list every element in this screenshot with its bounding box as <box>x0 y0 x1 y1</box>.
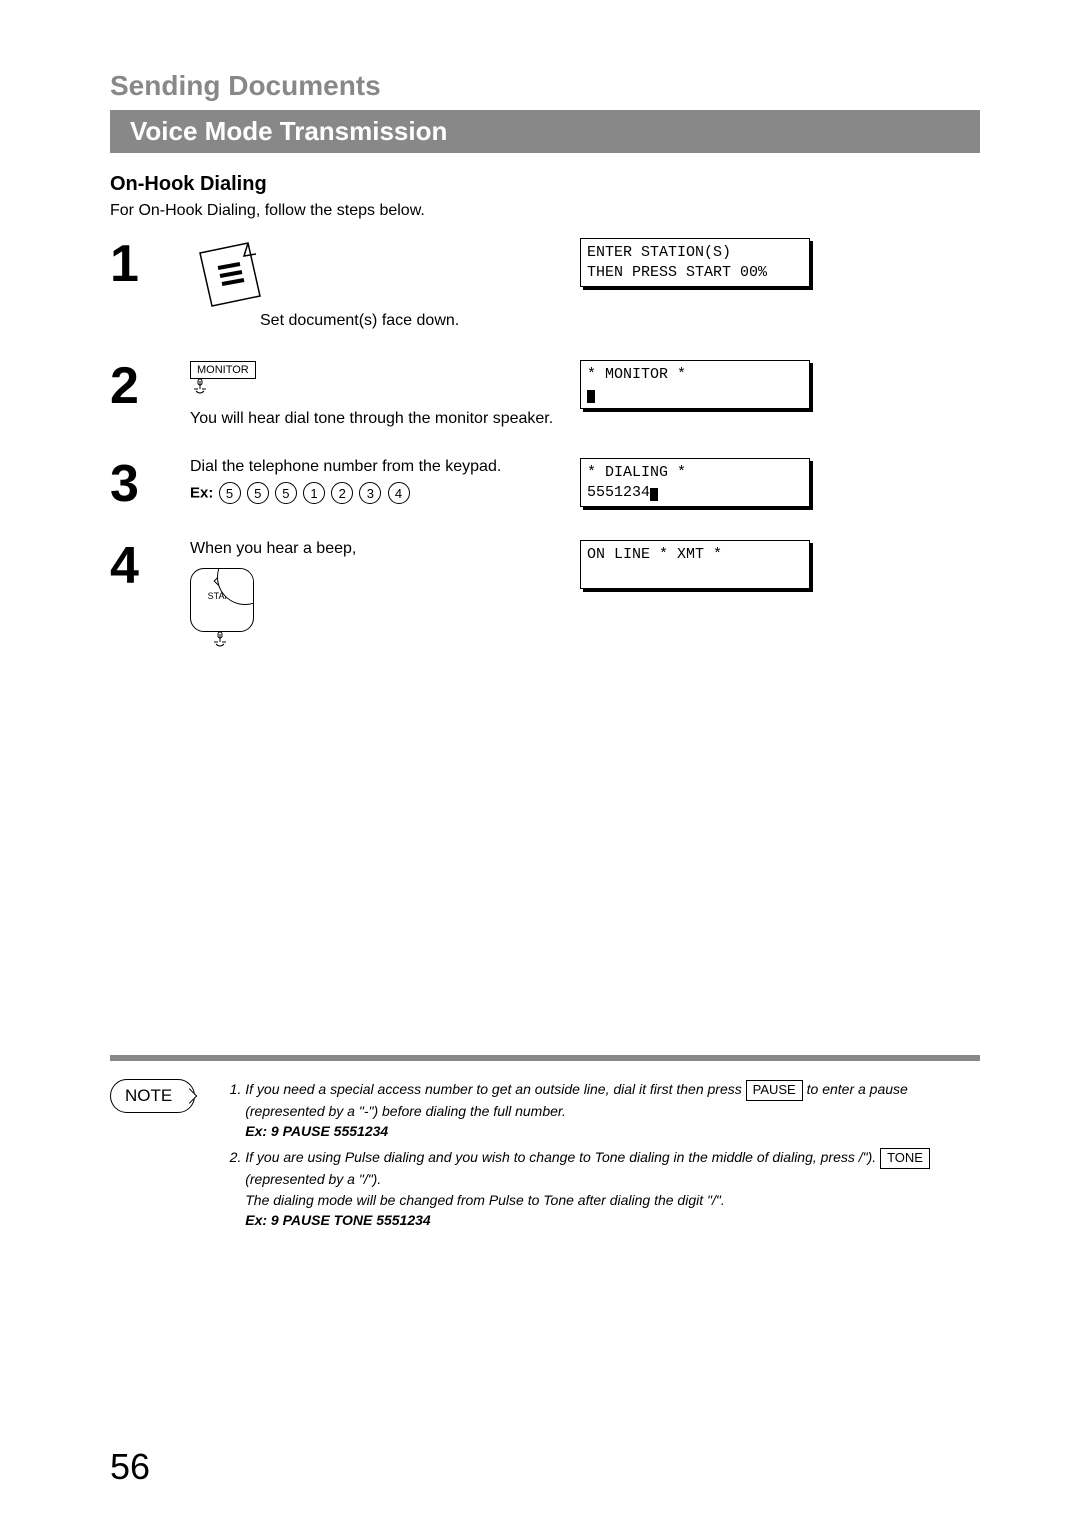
note-example: Ex: 9 PAUSE 5551234 <box>245 1123 388 1139</box>
step-caption: You will hear dial tone through the moni… <box>190 410 560 428</box>
step-body: Dial the telephone number from the keypa… <box>190 458 560 504</box>
lcd-display: ON LINE * XMT * <box>580 540 810 589</box>
lcd-line: * DIALING * <box>587 464 686 481</box>
pause-key-icon: PAUSE <box>746 1080 803 1101</box>
lcd-display: * DIALING * 5551234 <box>580 458 810 507</box>
step-number: 3 <box>110 458 170 510</box>
keypad-digit-icon: 2 <box>331 482 353 504</box>
lcd-line: ENTER STATION(S) <box>587 244 731 261</box>
note-text: (represented by a "/"). <box>245 1171 381 1187</box>
diamond-icon <box>214 573 231 590</box>
note-item: If you are using Pulse dialing and you w… <box>245 1147 980 1230</box>
lcd-line: * MONITOR * <box>587 366 686 383</box>
intro-text: For On-Hook Dialing, follow the steps be… <box>110 202 980 220</box>
step-body: When you hear a beep, START <box>190 540 560 655</box>
note-text: If you need a special access number to g… <box>245 1081 745 1097</box>
note-text: The dialing mode will be changed from Pu… <box>245 1192 724 1208</box>
manual-page: Sending Documents Voice Mode Transmissio… <box>0 0 1080 1528</box>
lcd-line <box>587 566 596 583</box>
step-number: 4 <box>110 540 170 592</box>
step-number: 1 <box>110 238 170 290</box>
note-example: Ex: 9 PAUSE TONE 5551234 <box>245 1212 430 1228</box>
step-caption: Set document(s) face down. <box>260 312 459 330</box>
lcd-display: * MONITOR * <box>580 360 810 409</box>
lcd-line: ON LINE * XMT * <box>587 546 722 563</box>
step-text: When you hear a beep, <box>190 540 560 558</box>
section-title-bar: Voice Mode Transmission <box>110 110 980 153</box>
note-item: If you need a special access number to g… <box>245 1079 980 1141</box>
divider <box>110 1055 980 1061</box>
ex-label: Ex: <box>190 485 213 502</box>
start-label: START <box>208 591 237 601</box>
note-text: If you are using Pulse dialing and you w… <box>245 1149 880 1165</box>
lcd-line: THEN PRESS START 00% <box>587 264 767 281</box>
step-body: MONITOR You will hear dial tone through … <box>190 360 560 428</box>
press-finger-icon <box>190 379 560 402</box>
keypad-digit-icon: 4 <box>388 482 410 504</box>
keypad-digit-icon: 5 <box>247 482 269 504</box>
document-facedown-icon <box>190 238 270 318</box>
monitor-key-icon: MONITOR <box>190 361 256 379</box>
tone-key-icon: TONE <box>880 1148 930 1169</box>
example-line: Ex: 5 5 5 1 2 3 4 <box>190 482 560 504</box>
step-number: 2 <box>110 360 170 412</box>
lcd-line: 5551234 <box>587 484 650 501</box>
lcd-cursor-icon <box>650 488 658 501</box>
note-section: NOTE If you need a special access number… <box>110 1055 980 1236</box>
step-text: Dial the telephone number from the keypa… <box>190 458 560 476</box>
lcd-cursor-icon <box>587 390 595 403</box>
keypad-digit-icon: 3 <box>359 482 381 504</box>
step-body: Set document(s) face down. <box>190 238 560 330</box>
keypad-digit-icon: 5 <box>275 482 297 504</box>
note-body: If you need a special access number to g… <box>225 1079 980 1236</box>
keypad-digit-icon: 1 <box>303 482 325 504</box>
breadcrumb: Sending Documents <box>110 70 980 102</box>
subheading: On-Hook Dialing <box>110 173 980 196</box>
start-button-icon: START <box>190 568 254 632</box>
lcd-display: ENTER STATION(S) THEN PRESS START 00% <box>580 238 810 287</box>
page-number: 56 <box>110 1446 150 1488</box>
note-label-pill: NOTE <box>110 1079 195 1113</box>
keypad-digit-icon: 5 <box>219 482 241 504</box>
steps-grid: 1 Set document(s) face down. <box>110 238 980 655</box>
press-finger-icon <box>210 632 560 655</box>
